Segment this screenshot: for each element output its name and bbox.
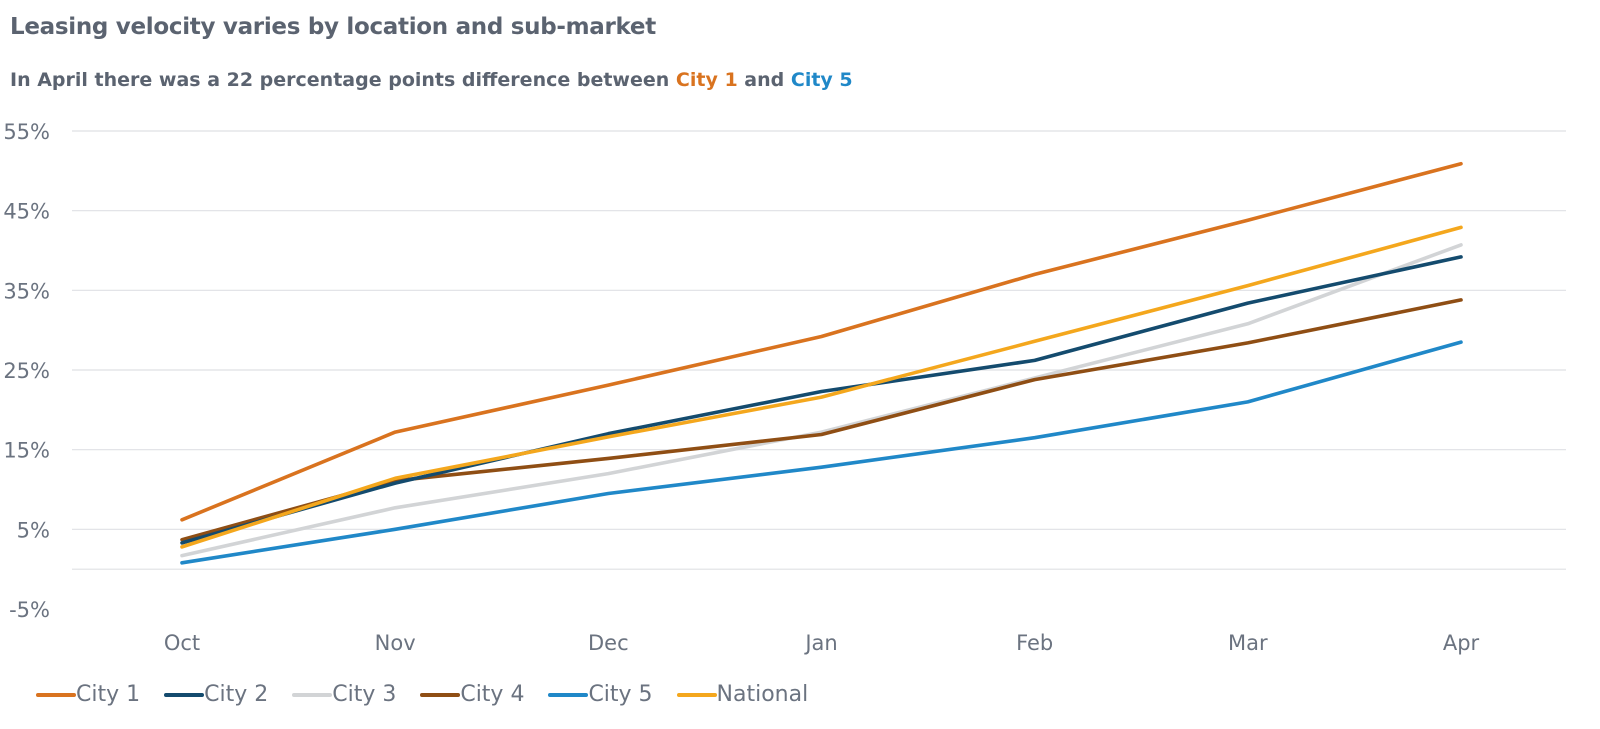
legend-label: City 2 — [204, 682, 269, 707]
x-tick-label: Mar — [1228, 631, 1268, 655]
series-line-city-2 — [180, 255, 1463, 545]
y-tick-label: 15% — [3, 439, 50, 463]
series-line-national — [180, 225, 1463, 549]
legend-swatch — [36, 692, 76, 697]
x-tick-label: Nov — [375, 631, 416, 655]
y-tick-label: 45% — [3, 200, 50, 224]
subtitle-city-5: City 5 — [790, 69, 853, 91]
legend-swatch — [292, 692, 333, 697]
legend-item-city-2: City 2 — [164, 682, 268, 707]
chart-subtitle: In April there was a 22 percentage point… — [10, 69, 853, 91]
series-line-city-1 — [180, 161, 1463, 522]
legend-swatch — [164, 692, 205, 697]
legend-swatch — [676, 692, 717, 697]
legend-label: City 4 — [460, 682, 525, 707]
legend-label: City 5 — [588, 682, 653, 707]
legend-label: City 3 — [332, 682, 397, 707]
series-line-city-4 — [180, 298, 1463, 542]
legend-item-city-1: City 1 — [36, 682, 140, 707]
y-tick-label: 5% — [17, 518, 50, 542]
line-chart: 55% 45% 35% 25% 15% 5% -5% Oct Nov Dec Jan Feb Mar Ap… — [3, 120, 1566, 655]
x-tick-label: Apr — [1443, 631, 1480, 655]
legend-item-national: National — [676, 682, 809, 707]
subtitle-prefix: In April there was a 22 percentage point… — [10, 69, 670, 91]
chart-legend: City 1 City 2 City 3 City 4 City 5 National — [36, 682, 832, 707]
legend-item-city-4: City 4 — [420, 682, 524, 707]
legend-label: National — [716, 682, 809, 707]
legend-swatch — [548, 692, 589, 697]
legend-label: City 1 — [76, 682, 141, 707]
x-tick-label: Oct — [164, 631, 200, 655]
subtitle-city-1: City 1 — [675, 69, 738, 91]
chart-title: Leasing velocity varies by location and … — [10, 14, 656, 40]
x-tick-label: Dec — [588, 631, 629, 655]
x-tick-label: Jan — [803, 631, 837, 655]
subtitle-mid: and — [744, 69, 785, 91]
y-tick-label: 25% — [3, 359, 50, 383]
x-tick-label: Feb — [1016, 631, 1053, 655]
legend-swatch — [420, 692, 461, 697]
series-line-city-5 — [180, 340, 1463, 565]
y-tick-label: 55% — [3, 120, 50, 144]
y-tick-label: -5% — [9, 598, 50, 622]
legend-item-city-3: City 3 — [292, 682, 396, 707]
legend-item-city-5: City 5 — [548, 682, 653, 707]
y-tick-label: 35% — [3, 279, 50, 303]
series-line-city-3 — [180, 243, 1463, 558]
